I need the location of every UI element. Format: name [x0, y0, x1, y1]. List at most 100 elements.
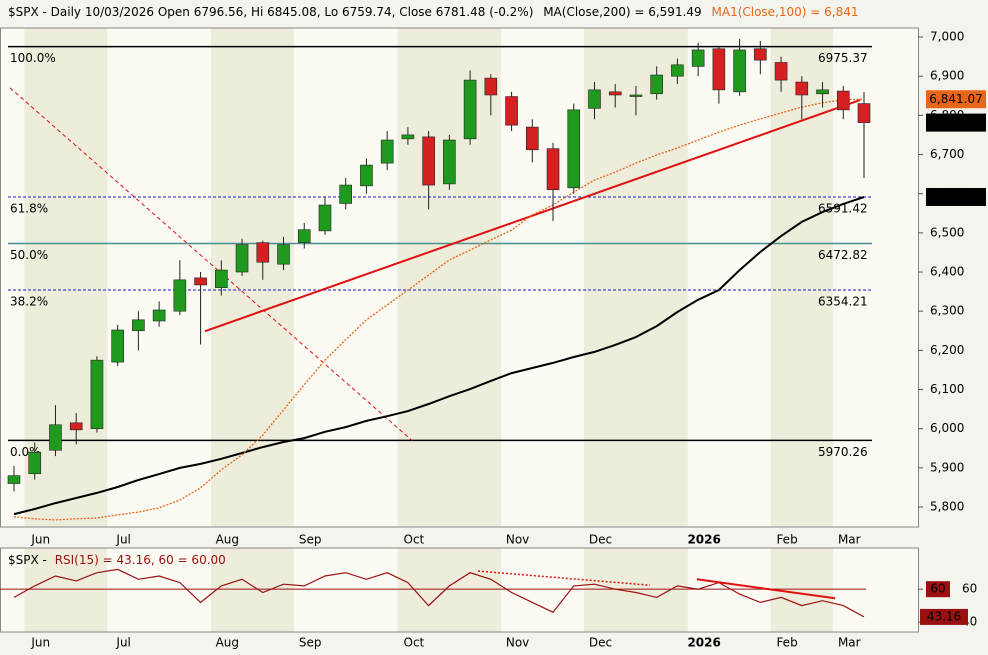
fib-label: 100.0%: [10, 51, 56, 65]
x-tick-label: Dec: [589, 636, 612, 650]
rsi-title-text: RSI(15) = 43.16, 60 = 60.00: [55, 553, 226, 567]
x-tick-label: 2026: [687, 533, 720, 547]
candle-body: [608, 91, 622, 96]
divergence-line: [696, 578, 836, 600]
rsi-last-box: [920, 608, 968, 625]
candle-body: [754, 48, 767, 61]
candle-body: [360, 164, 373, 187]
y-tick-label: 6,300: [930, 304, 964, 318]
candle-body: [132, 319, 145, 332]
candle-body: [318, 204, 332, 232]
y-tick-label: 6,900: [930, 69, 964, 83]
candle-body: [546, 148, 560, 191]
marks: Jun Jun Jul Jul Aug Aug Sep Sep Oct Oct Nov Nov Dec D…: [0, 20, 988, 655]
rsi-last-label: 43.16: [927, 609, 961, 623]
y-tick-label: 6,400: [930, 265, 964, 279]
x-tick-label: Nov: [506, 636, 529, 650]
fib-value-label: 6591.42: [818, 202, 868, 216]
x-tick-label: Jul: [115, 533, 130, 547]
month-band: [210, 548, 294, 632]
reference-label: 60: [930, 582, 945, 596]
candle-body: [173, 279, 187, 312]
candle-body: [671, 64, 684, 77]
candle-body: [774, 62, 788, 81]
candle-body: [401, 134, 415, 140]
candle-body: [525, 126, 539, 151]
y-tick-label: 6,500: [930, 225, 964, 239]
candle-body: [277, 244, 290, 265]
x-tick-label: Jun: [30, 533, 50, 547]
x-tick-label: Oct: [404, 636, 425, 650]
rsi-symbol: $SPX -: [8, 553, 47, 567]
fib-label: 50.0%: [10, 248, 48, 262]
candle-body: [215, 269, 228, 288]
candle-body: [297, 229, 311, 243]
x-tick-label: Jun: [30, 636, 50, 650]
candle-body: [816, 89, 829, 95]
x-tick-label: Aug: [216, 533, 239, 547]
fib-value-label: 6472.82: [818, 248, 868, 262]
candle-body: [650, 74, 663, 95]
y-tick-label: 6,700: [930, 147, 964, 161]
ma-last-text: 6,591.49: [929, 190, 982, 204]
y-tick-label: 60: [962, 582, 977, 596]
candle-body: [857, 103, 871, 123]
x-tick-label: Mar: [838, 533, 861, 547]
close-last-box: [926, 113, 986, 132]
fib-value-label: 6975.37: [818, 51, 868, 65]
x-tick-label: Oct: [404, 533, 425, 547]
y-tick-label: 6,200: [930, 343, 964, 357]
y-tick-label: 6,100: [930, 382, 964, 396]
candle-body: [733, 49, 746, 93]
x-tick-label: Dec: [589, 533, 612, 547]
x-tick-label: Nov: [506, 533, 529, 547]
x-tick-label: Sep: [299, 636, 322, 650]
x-tick-label: Sep: [299, 533, 322, 547]
title-text: $SPX - Daily 10/03/2026 Open 6796.56, Hi…: [8, 5, 533, 19]
candle-body: [443, 139, 456, 185]
candle-body: [567, 109, 581, 189]
candle-body: [588, 89, 601, 109]
moving-average: [13, 98, 865, 521]
trendline: [204, 99, 861, 333]
candle-body: [691, 49, 705, 67]
x-tick-label: Feb: [776, 533, 797, 547]
rsi-line: [13, 568, 865, 618]
candle-body: [505, 96, 518, 126]
month-band: [24, 548, 108, 632]
candle-body: [49, 424, 62, 451]
x-tick-label: Aug: [216, 636, 239, 650]
candle-body: [339, 184, 353, 204]
candle-body: [422, 136, 435, 186]
x-tick-label: Mar: [838, 636, 861, 650]
candle-body: [463, 79, 477, 140]
fib-value-label: 6354.21: [818, 294, 868, 308]
candle-body: [28, 451, 42, 475]
rsi-title: $SPX - RSI(15) = 43.16, 60 = 60.00: [8, 553, 226, 567]
candle-body: [7, 475, 21, 484]
divergence-line: [477, 570, 651, 586]
candle-body: [836, 90, 850, 111]
fib-value-label: 5970.26: [818, 445, 868, 459]
main-panel: [0, 27, 919, 528]
candle-body: [194, 277, 207, 286]
y-tick-label: 5,900: [930, 460, 964, 474]
candle-body: [90, 359, 104, 429]
candle-body: [795, 81, 809, 96]
month-band: [584, 548, 688, 632]
chart-title: $SPX - Daily 10/03/2026 Open 6796.56, Hi…: [8, 5, 859, 19]
ma-last-box: [926, 188, 986, 207]
close-last-text: 6,781.48: [929, 115, 982, 129]
panel-frame: [0, 547, 919, 633]
candle-body: [69, 422, 83, 431]
moving-average: [13, 196, 865, 516]
legend-entry: MA(Close,200) = 6,591.49: [543, 5, 701, 19]
month-band: [24, 28, 108, 527]
y-tick-label: 7,000: [930, 30, 964, 44]
candle-body: [484, 77, 498, 96]
candle-body: [152, 309, 166, 322]
month-band: [397, 28, 502, 527]
reference-box: [926, 581, 950, 598]
